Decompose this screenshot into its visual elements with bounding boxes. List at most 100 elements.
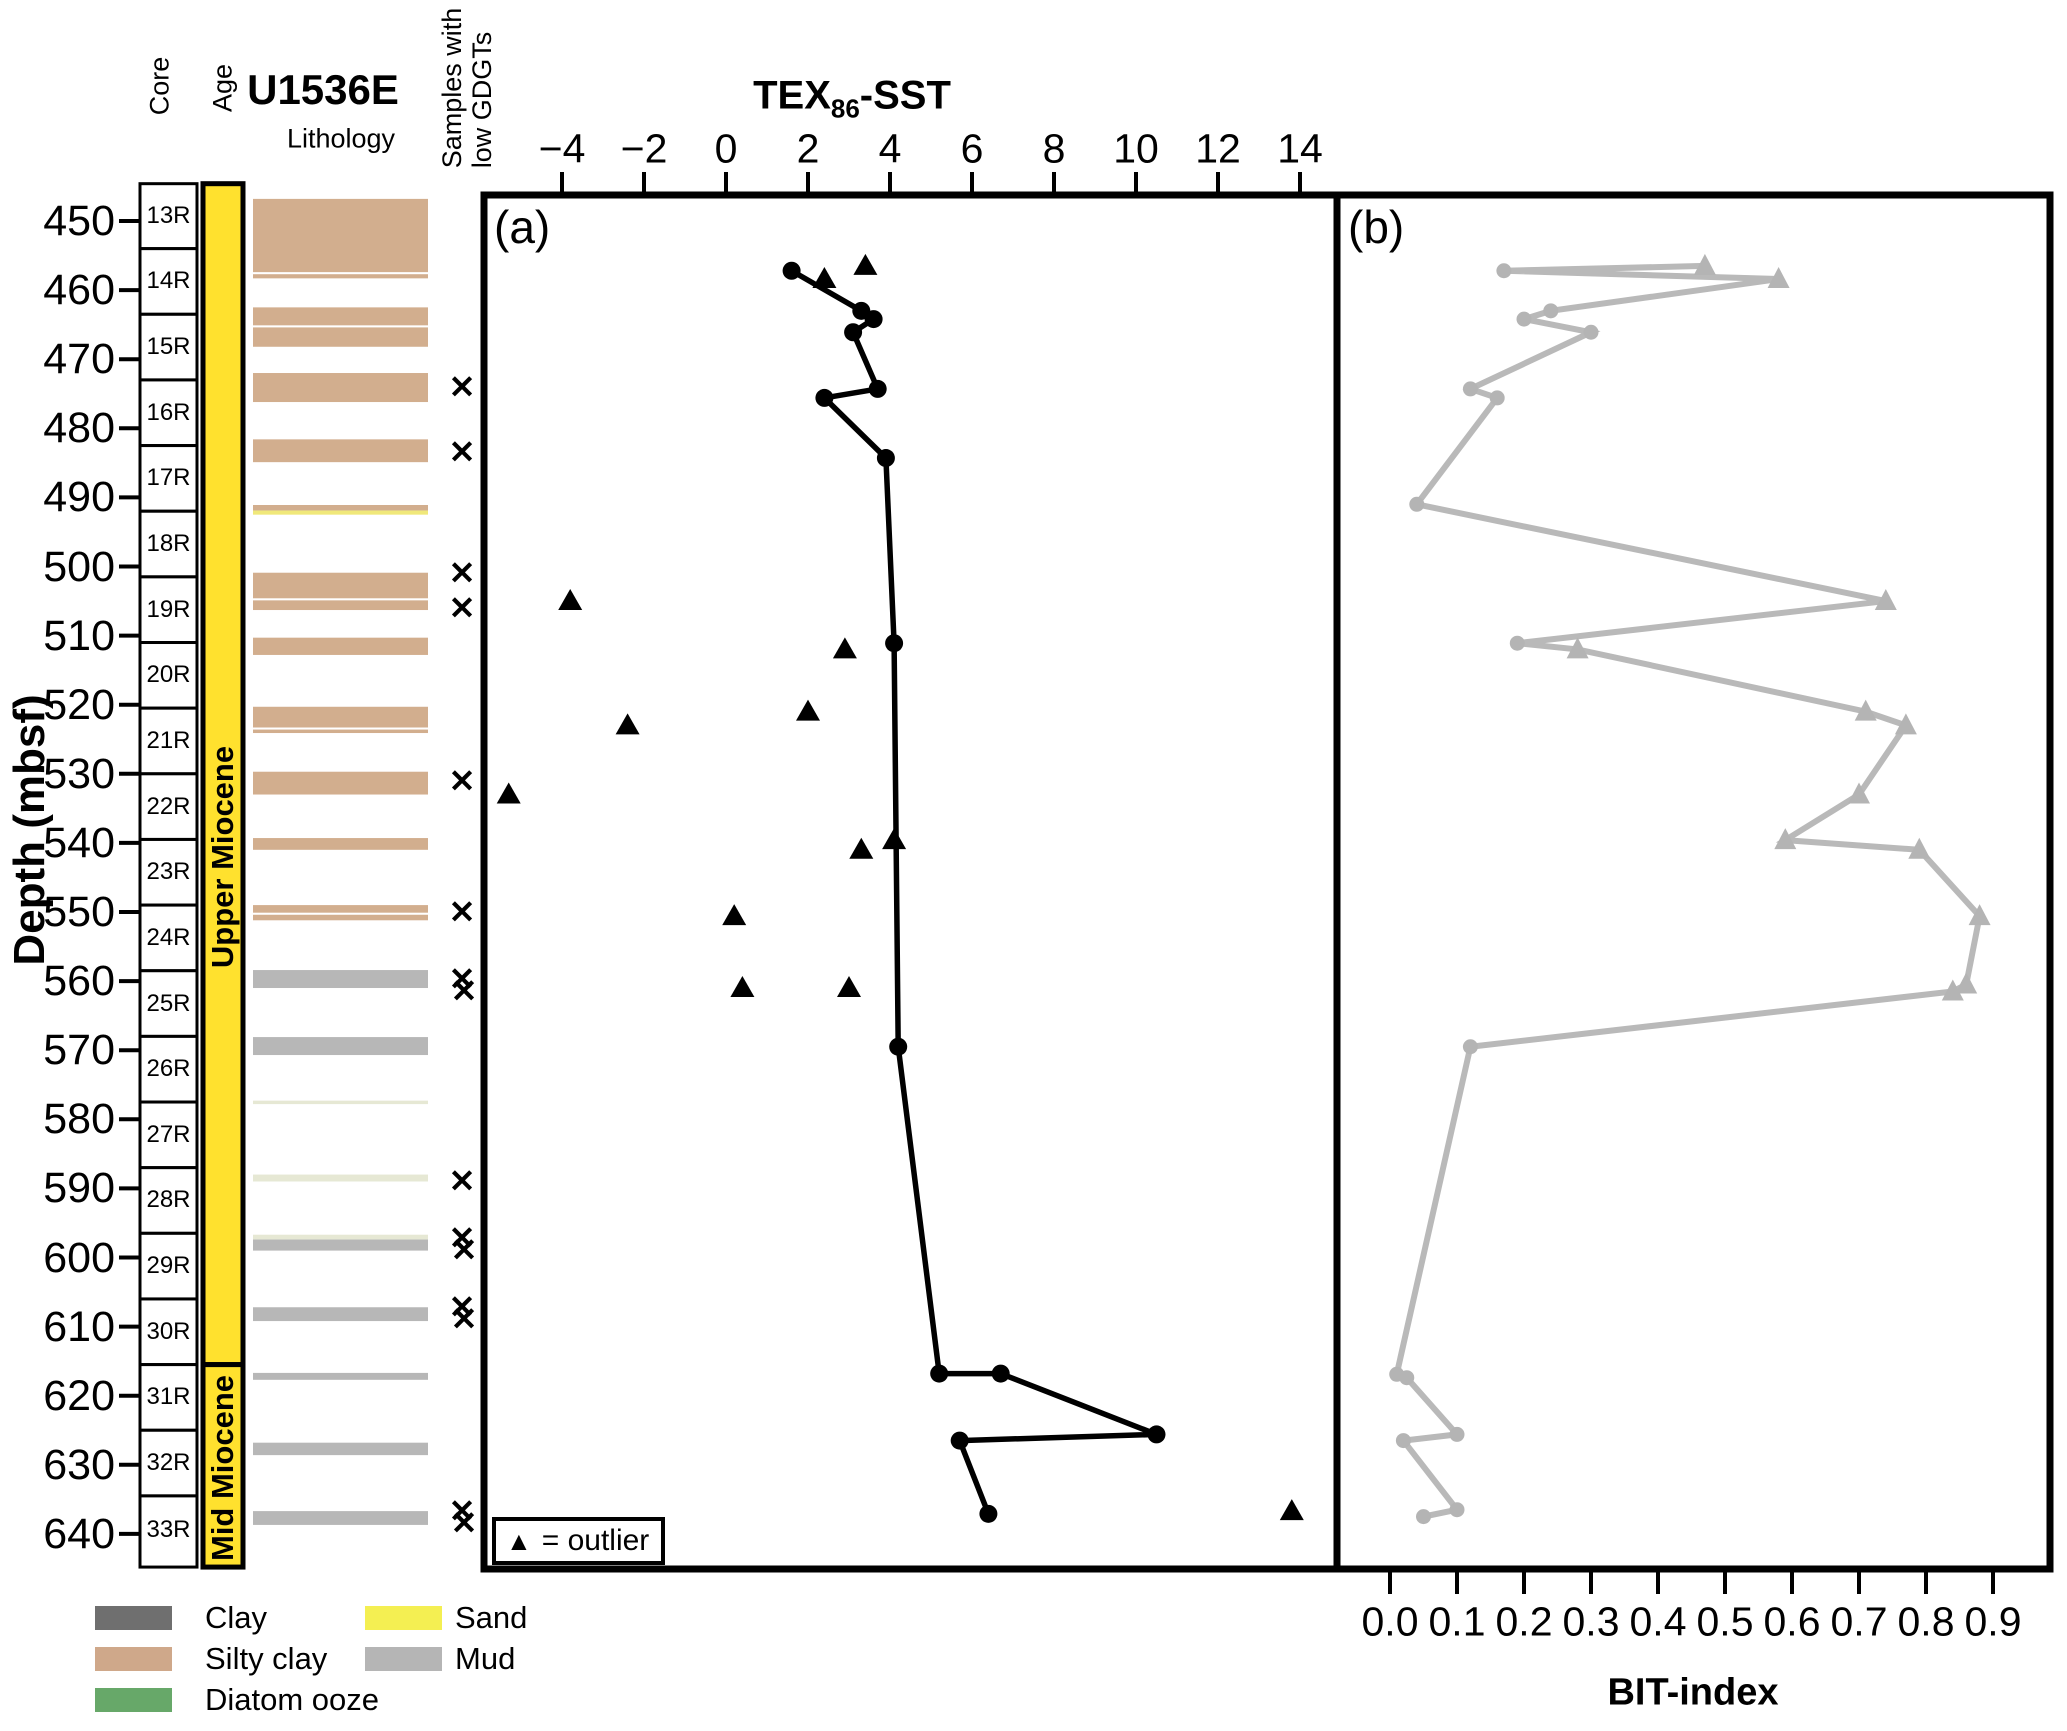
legend-swatch-mud — [365, 1647, 442, 1671]
depth-tick-label-480: 480 — [43, 404, 115, 453]
lithology-band-silty_clay — [253, 307, 428, 326]
age-label: Mid Miocene — [205, 1375, 240, 1562]
core-box — [138, 378, 199, 448]
depth-tick-label-590: 590 — [43, 1164, 115, 1213]
lithology-band-silty_clay — [253, 198, 428, 273]
outlier-legend-text: = outlier — [541, 1524, 650, 1557]
tex-title-main: TEX — [753, 73, 831, 118]
core-label-28R: 28R — [146, 1186, 191, 1214]
tex-sst-outlier — [558, 589, 583, 611]
depth-tick-label-520: 520 — [43, 680, 115, 729]
depth-tick-label-500: 500 — [43, 542, 115, 591]
depth-tick-label-540: 540 — [43, 818, 115, 867]
panel-b-axis-title: BIT-index — [1607, 1671, 1779, 1714]
depth-tick-label-640: 640 — [43, 1509, 115, 1558]
lithology-band-mud — [253, 1239, 428, 1251]
tex-tick-label: 12 — [1195, 125, 1241, 172]
lithology-band-diatom_pale — [253, 1234, 428, 1240]
tex-sst-outlier — [615, 713, 640, 735]
core-box — [138, 1363, 199, 1432]
core-label-31R: 31R — [146, 1383, 191, 1411]
tex-sst-outlier — [796, 699, 820, 721]
bit-index-point — [1449, 1426, 1465, 1442]
depth-tick-label-450: 450 — [43, 197, 115, 245]
lithology-band-silty_clay — [253, 505, 428, 511]
tex-sst-point — [844, 323, 863, 342]
tex-sst-point — [876, 449, 895, 468]
core-box — [138, 1494, 199, 1569]
low-gdgt-sample-mark: ✕ — [450, 1231, 478, 1268]
core-label-14R: 14R — [146, 267, 191, 295]
tex-sst-outlier — [832, 637, 857, 659]
lithology-band-silty_clay — [253, 905, 428, 913]
lithology-band-silty_clay — [253, 838, 428, 850]
age-label: Upper Miocene — [205, 745, 240, 968]
tex-tick-label: 2 — [796, 125, 820, 172]
bit-tick-label: 0.5 — [1696, 1598, 1754, 1645]
lithology-band-silty_clay — [253, 637, 428, 655]
bit-index-point — [1516, 311, 1532, 327]
bit-tick-label: 0.9 — [1964, 1598, 2022, 1645]
bit-index-outlier — [1894, 713, 1917, 735]
bit-tick-label: 0.0 — [1361, 1598, 1419, 1645]
core-label-18R: 18R — [146, 530, 191, 558]
tex-tick-label: 6 — [960, 125, 984, 172]
age-segment — [200, 1362, 246, 1570]
low-gdgt-sample-mark: ✕ — [448, 1163, 476, 1200]
core-box — [138, 509, 199, 579]
lithology-band-silty_clay — [253, 771, 428, 795]
bit-index-outlier — [1774, 828, 1797, 850]
bit-index-outlier — [1968, 904, 1991, 926]
bit-index-point — [1583, 324, 1599, 340]
core-label-15R: 15R — [146, 333, 191, 361]
bit-index-outlier — [1854, 699, 1877, 721]
bit-index-point — [1462, 381, 1478, 397]
depth-tick-label-570: 570 — [43, 1026, 115, 1075]
low-gdgt-sample-mark: ✕ — [448, 555, 476, 592]
tex-tick-label: −4 — [538, 125, 586, 172]
outlier-triangle-icon: ▲ — [506, 1525, 532, 1556]
core-label-23R: 23R — [146, 858, 191, 886]
tex-sst-point — [815, 388, 834, 407]
depth-tick-label-470: 470 — [43, 335, 115, 384]
tex-tick-label: 10 — [1113, 125, 1159, 172]
depth-tick-label-580: 580 — [43, 1095, 115, 1144]
legend-swatch-clay — [95, 1606, 172, 1630]
tex-tick-label: 4 — [878, 125, 902, 172]
core-label-20R: 20R — [146, 661, 191, 689]
lithology-band-silty_clay — [253, 914, 428, 921]
bit-index-outlier — [1848, 782, 1870, 804]
bit-index-outlier — [1566, 637, 1589, 659]
tex-sst-outlier — [722, 904, 747, 926]
panel-b-label: (b) — [1348, 201, 1405, 253]
bit-index-outlier — [1955, 972, 1978, 994]
depth-tick-label-530: 530 — [43, 749, 115, 798]
bit-index-point — [1462, 1039, 1478, 1055]
samples-column-header: Samples with low GDGTs — [437, 8, 497, 169]
bit-index-outlier — [1693, 253, 1716, 275]
lithology-band-silty_clay — [253, 600, 428, 611]
bit-tick-label: 0.2 — [1495, 1598, 1553, 1645]
tex-sst-point — [864, 310, 883, 329]
bit-tick-label: 0.7 — [1830, 1598, 1888, 1645]
outlier-legend: ▲ = outlier — [492, 1517, 666, 1565]
core-label-17R: 17R — [146, 464, 191, 492]
legend-label: Clay — [205, 1600, 268, 1635]
lithology-band-silty_clay — [253, 572, 428, 599]
core-label-30R: 30R — [146, 1317, 191, 1345]
depth-tick-label-620: 620 — [43, 1371, 115, 1420]
lithology-band-mud — [253, 1037, 428, 1056]
bit-index-point — [1399, 1370, 1415, 1386]
depth-tick-label-630: 630 — [43, 1440, 115, 1489]
tex-sst-point — [782, 261, 801, 280]
bit-index-point — [1409, 496, 1425, 512]
age-column-header: Age — [207, 63, 238, 113]
bit-index-point — [1509, 635, 1525, 651]
tex-sst-point — [889, 1037, 908, 1056]
site-title: U1536E — [247, 66, 399, 113]
low-gdgt-sample-mark: ✕ — [448, 762, 476, 799]
core-label-33R: 33R — [146, 1515, 191, 1543]
lithology-band-silty_clay — [253, 706, 428, 728]
lithology-column-header: Lithology — [286, 123, 396, 154]
lithology-band-diatom_pale — [253, 1100, 428, 1105]
